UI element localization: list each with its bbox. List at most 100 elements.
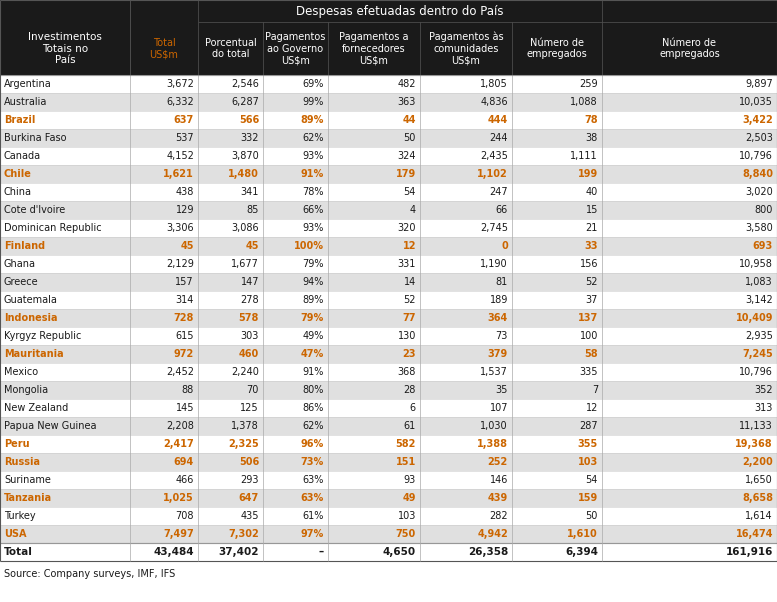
Text: Mauritania: Mauritania [4, 349, 64, 359]
Text: 693: 693 [753, 241, 773, 251]
Text: Ghana: Ghana [4, 259, 36, 269]
Text: 1,378: 1,378 [232, 421, 259, 431]
Text: 21: 21 [586, 223, 598, 233]
Text: 2,240: 2,240 [231, 367, 259, 377]
Text: 69%: 69% [302, 79, 324, 89]
Bar [0, 507, 777, 525]
Text: 145: 145 [176, 403, 194, 413]
Text: 708: 708 [176, 511, 194, 521]
Text: 49: 49 [402, 493, 416, 503]
Text: Argentina: Argentina [4, 79, 52, 89]
Text: 49%: 49% [302, 331, 324, 341]
Text: 4,650: 4,650 [383, 547, 416, 557]
Text: Burkina Faso: Burkina Faso [4, 133, 67, 143]
Text: 11,133: 11,133 [739, 421, 773, 431]
Text: 19,368: 19,368 [735, 439, 773, 449]
Text: 578: 578 [239, 313, 259, 323]
Text: 63%: 63% [301, 493, 324, 503]
Text: 35: 35 [496, 385, 508, 395]
Text: USA: USA [4, 529, 26, 539]
Bar [0, 363, 777, 381]
Text: 47%: 47% [301, 349, 324, 359]
Text: 1,088: 1,088 [570, 97, 598, 107]
Text: Número de
empregados: Número de empregados [659, 38, 720, 60]
Text: Porcentual
do total: Porcentual do total [204, 38, 256, 60]
Text: 364: 364 [488, 313, 508, 323]
Text: 2,129: 2,129 [166, 259, 194, 269]
Text: China: China [4, 187, 32, 197]
Bar [0, 165, 777, 183]
Text: 1,610: 1,610 [567, 529, 598, 539]
Text: Despesas efetuadas dentro do País: Despesas efetuadas dentro do País [296, 4, 503, 17]
Text: Peru: Peru [4, 439, 30, 449]
Text: 1,190: 1,190 [480, 259, 508, 269]
Text: 86%: 86% [302, 403, 324, 413]
Text: 97%: 97% [301, 529, 324, 539]
Text: Source: Company surveys, IMF, IFS: Source: Company surveys, IMF, IFS [4, 569, 176, 579]
Text: 3,142: 3,142 [745, 295, 773, 305]
Bar [0, 22, 777, 75]
Bar [0, 147, 777, 165]
Text: 800: 800 [754, 205, 773, 215]
Text: 4,942: 4,942 [477, 529, 508, 539]
Text: 43,484: 43,484 [153, 547, 194, 557]
Bar [0, 399, 777, 417]
Text: 1,614: 1,614 [745, 511, 773, 521]
Text: 23: 23 [402, 349, 416, 359]
Text: 6: 6 [410, 403, 416, 413]
Text: 6,287: 6,287 [231, 97, 259, 107]
Text: 331: 331 [398, 259, 416, 269]
Text: 61%: 61% [302, 511, 324, 521]
Text: 93%: 93% [302, 223, 324, 233]
Text: 439: 439 [488, 493, 508, 503]
Text: 89%: 89% [301, 115, 324, 125]
Bar [0, 471, 777, 489]
Text: 506: 506 [239, 457, 259, 467]
Text: 4: 4 [410, 205, 416, 215]
Bar [0, 219, 777, 237]
Text: 79%: 79% [302, 259, 324, 269]
Text: 12: 12 [402, 241, 416, 251]
Text: 66: 66 [496, 205, 508, 215]
Bar [0, 345, 777, 363]
Text: –: – [319, 547, 324, 557]
Text: 15: 15 [586, 205, 598, 215]
Text: 332: 332 [241, 133, 259, 143]
Text: 129: 129 [176, 205, 194, 215]
Text: 647: 647 [239, 493, 259, 503]
Text: Cote d'Ivoire: Cote d'Ivoire [4, 205, 65, 215]
Text: 14: 14 [404, 277, 416, 287]
Text: 151: 151 [395, 457, 416, 467]
Bar [0, 417, 777, 435]
Text: 10,035: 10,035 [739, 97, 773, 107]
Text: 355: 355 [578, 439, 598, 449]
Text: 2,503: 2,503 [745, 133, 773, 143]
Text: 341: 341 [241, 187, 259, 197]
Text: 637: 637 [174, 115, 194, 125]
Text: 40: 40 [586, 187, 598, 197]
Text: 10,796: 10,796 [739, 367, 773, 377]
Text: Brazil: Brazil [4, 115, 36, 125]
Bar [0, 543, 777, 561]
Text: 3,020: 3,020 [745, 187, 773, 197]
Text: 10,796: 10,796 [739, 151, 773, 161]
Text: Dominican Republic: Dominican Republic [4, 223, 102, 233]
Text: 1,111: 1,111 [570, 151, 598, 161]
Text: 460: 460 [239, 349, 259, 359]
Text: 130: 130 [398, 331, 416, 341]
Text: 159: 159 [578, 493, 598, 503]
Bar [0, 453, 777, 471]
Text: 61: 61 [404, 421, 416, 431]
Text: Russia: Russia [4, 457, 40, 467]
Text: 45: 45 [246, 241, 259, 251]
Bar [0, 309, 777, 327]
Text: 282: 282 [490, 511, 508, 521]
Text: 368: 368 [398, 367, 416, 377]
Text: 303: 303 [241, 331, 259, 341]
Text: 7: 7 [592, 385, 598, 395]
Text: 93: 93 [404, 475, 416, 485]
Text: 93%: 93% [302, 151, 324, 161]
Text: 89%: 89% [302, 295, 324, 305]
Text: 100: 100 [580, 331, 598, 341]
Text: 335: 335 [580, 367, 598, 377]
